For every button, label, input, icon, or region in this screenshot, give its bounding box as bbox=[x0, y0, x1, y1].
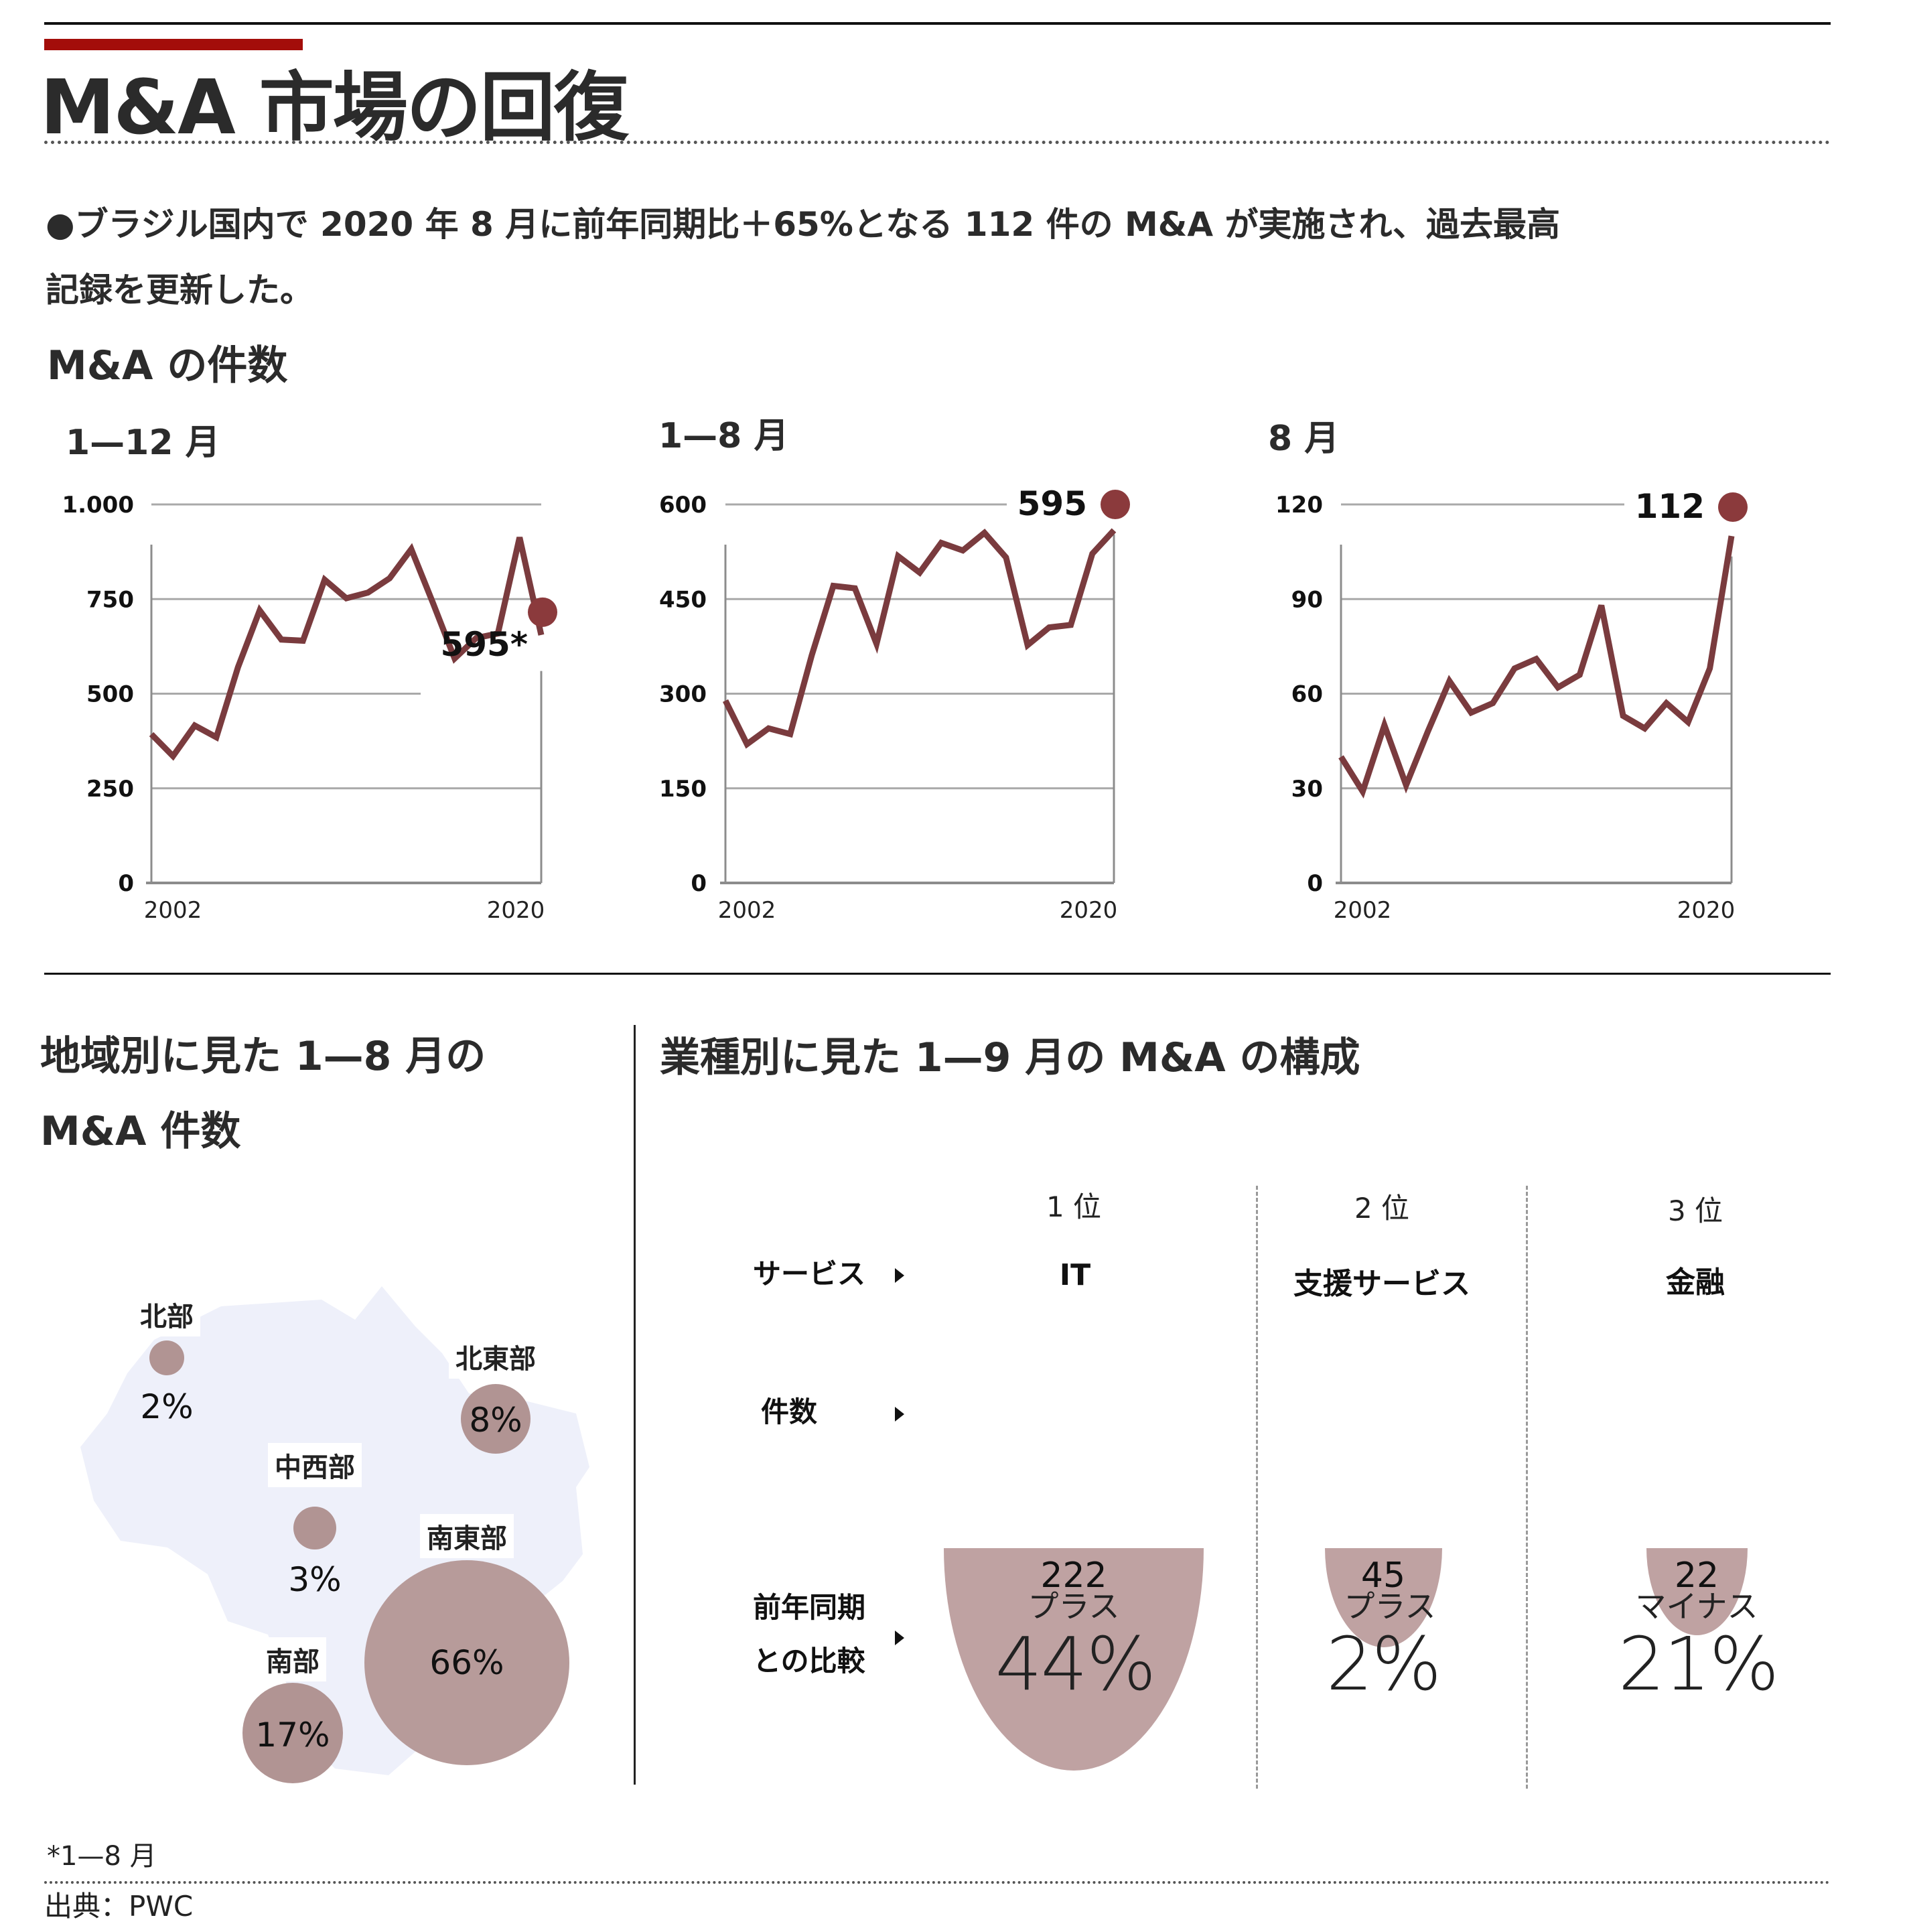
chart-3-title: 8 月 bbox=[1268, 419, 1340, 459]
bubble-southeast bbox=[364, 1560, 569, 1765]
x-tick-label: 2020 bbox=[487, 897, 545, 924]
regions-title-line-1: 地域別に見た 1—8 月の bbox=[40, 1033, 486, 1080]
change-direction-2: プラス bbox=[1344, 1588, 1436, 1625]
row-label-yoy-1: 前年同期 bbox=[753, 1591, 866, 1624]
highlight-label: 595 bbox=[1017, 484, 1087, 523]
change-value-2: 2% bbox=[1326, 1621, 1442, 1707]
dotted-divider-bottom bbox=[44, 1881, 1831, 1884]
bubble-centerwest bbox=[293, 1507, 336, 1549]
y-tick-label: 600 bbox=[659, 492, 707, 519]
x-tick-label: 2020 bbox=[1060, 897, 1118, 924]
y-tick-label: 750 bbox=[86, 586, 134, 613]
top-rule bbox=[44, 22, 1831, 25]
section-divider bbox=[44, 973, 1831, 975]
rank-3: 3 位 bbox=[1667, 1194, 1723, 1227]
region-label-southeast: 南東部 bbox=[420, 1514, 514, 1558]
source-credit: 出典：PWC bbox=[44, 1890, 194, 1923]
arrow-icon bbox=[895, 1268, 904, 1283]
highlight-marker bbox=[528, 597, 557, 627]
region-pct-south: 17% bbox=[255, 1716, 330, 1754]
region-pct-northeast: 8% bbox=[469, 1401, 522, 1440]
highlight-marker bbox=[1718, 492, 1748, 522]
lead-text-line-1: ●ブラジル国内で 2020 年 8 月に前年同期比＋65%となる 112 件の … bbox=[46, 205, 1560, 244]
x-tick-label: 2002 bbox=[1334, 897, 1392, 924]
rank-2: 2 位 bbox=[1354, 1192, 1410, 1225]
y-tick-label: 0 bbox=[1307, 870, 1323, 897]
row-label-count: 件数 bbox=[761, 1395, 818, 1428]
region-pct-north: 2% bbox=[140, 1387, 194, 1426]
series-line bbox=[1338, 535, 1735, 799]
change-direction-1: プラス bbox=[1028, 1588, 1120, 1625]
row-label-service: サービス bbox=[753, 1257, 866, 1290]
y-tick-label: 1.000 bbox=[62, 492, 134, 519]
y-tick-label: 150 bbox=[659, 776, 707, 803]
bubble-north bbox=[149, 1340, 184, 1375]
region-label-northeast: 北東部 bbox=[449, 1334, 543, 1379]
industries-title: 業種別に見た 1—9 月の M&A の構成 bbox=[660, 1034, 1360, 1081]
region-label-centerwest: 中西部 bbox=[268, 1443, 362, 1487]
region-label-south: 南部 bbox=[259, 1637, 326, 1681]
page-title: M&A 市場の回復 bbox=[40, 64, 629, 151]
change-direction-3: マイナス bbox=[1635, 1588, 1758, 1625]
chart-1-title: 1—12 月 bbox=[66, 423, 220, 463]
change-value-3: 21% bbox=[1618, 1621, 1779, 1707]
arrow-icon bbox=[895, 1631, 904, 1645]
column-divider-1 bbox=[1256, 1186, 1258, 1789]
section-title-count: M&A の件数 bbox=[47, 342, 288, 389]
chart-august: 0 30 60 90 120 2002 2020 112 bbox=[1275, 487, 1748, 924]
y-tick-label: 0 bbox=[691, 870, 707, 897]
series-line bbox=[722, 528, 1117, 749]
row-label-yoy-2: との比較 bbox=[753, 1645, 865, 1677]
column-divider-2 bbox=[1526, 1186, 1528, 1789]
y-tick-label: 120 bbox=[1275, 492, 1323, 519]
rank-1: 1 位 bbox=[1046, 1190, 1102, 1223]
highlight-label: 112 bbox=[1635, 487, 1705, 526]
vertical-divider bbox=[634, 1025, 636, 1785]
count-value-2: 45 bbox=[1360, 1556, 1406, 1596]
y-tick-label: 250 bbox=[86, 776, 134, 803]
industry-name-2: 支援サービス bbox=[1293, 1267, 1470, 1301]
region-pct-southeast: 66% bbox=[429, 1643, 504, 1682]
count-value-3: 22 bbox=[1674, 1556, 1719, 1596]
industry-name-3: 金融 bbox=[1666, 1265, 1725, 1300]
x-tick-label: 2020 bbox=[1677, 897, 1736, 924]
count-value-1: 222 bbox=[1040, 1556, 1107, 1596]
y-tick-label: 90 bbox=[1291, 586, 1323, 613]
footnote: *1—8 月 bbox=[47, 1841, 157, 1872]
series-line bbox=[149, 537, 545, 761]
highlight-label: 595* bbox=[440, 625, 528, 664]
region-pct-centerwest: 3% bbox=[288, 1560, 342, 1599]
y-tick-label: 60 bbox=[1291, 681, 1323, 708]
y-tick-label: 300 bbox=[659, 681, 707, 708]
x-tick-label: 2002 bbox=[718, 897, 776, 924]
y-tick-label: 0 bbox=[118, 870, 134, 897]
change-value-1: 44% bbox=[995, 1621, 1156, 1707]
highlight-marker bbox=[1101, 490, 1130, 519]
chart-2-title: 1—8 月 bbox=[658, 416, 789, 456]
y-tick-label: 30 bbox=[1291, 776, 1323, 803]
x-tick-label: 2002 bbox=[144, 897, 202, 924]
y-tick-label: 450 bbox=[659, 586, 707, 613]
industry-name-1: IT bbox=[1059, 1258, 1091, 1292]
lead-text-line-2: 記録を更新した。 bbox=[46, 271, 313, 309]
y-tick-label: 500 bbox=[86, 681, 134, 708]
regions-title-line-2: M&A 件数 bbox=[40, 1108, 241, 1155]
dotted-divider bbox=[44, 141, 1831, 144]
bubble-northeast bbox=[461, 1384, 531, 1454]
bubble-south bbox=[242, 1683, 343, 1783]
accent-bar bbox=[44, 39, 303, 50]
chart-1-12-months: 0 250 500 750 1.000 2002 2020 595* bbox=[62, 492, 557, 924]
region-label-north: 北部 bbox=[133, 1292, 200, 1336]
chart-1-8-months: 0 150 300 450 600 2002 2020 595 bbox=[659, 484, 1130, 924]
arrow-icon bbox=[895, 1407, 904, 1422]
